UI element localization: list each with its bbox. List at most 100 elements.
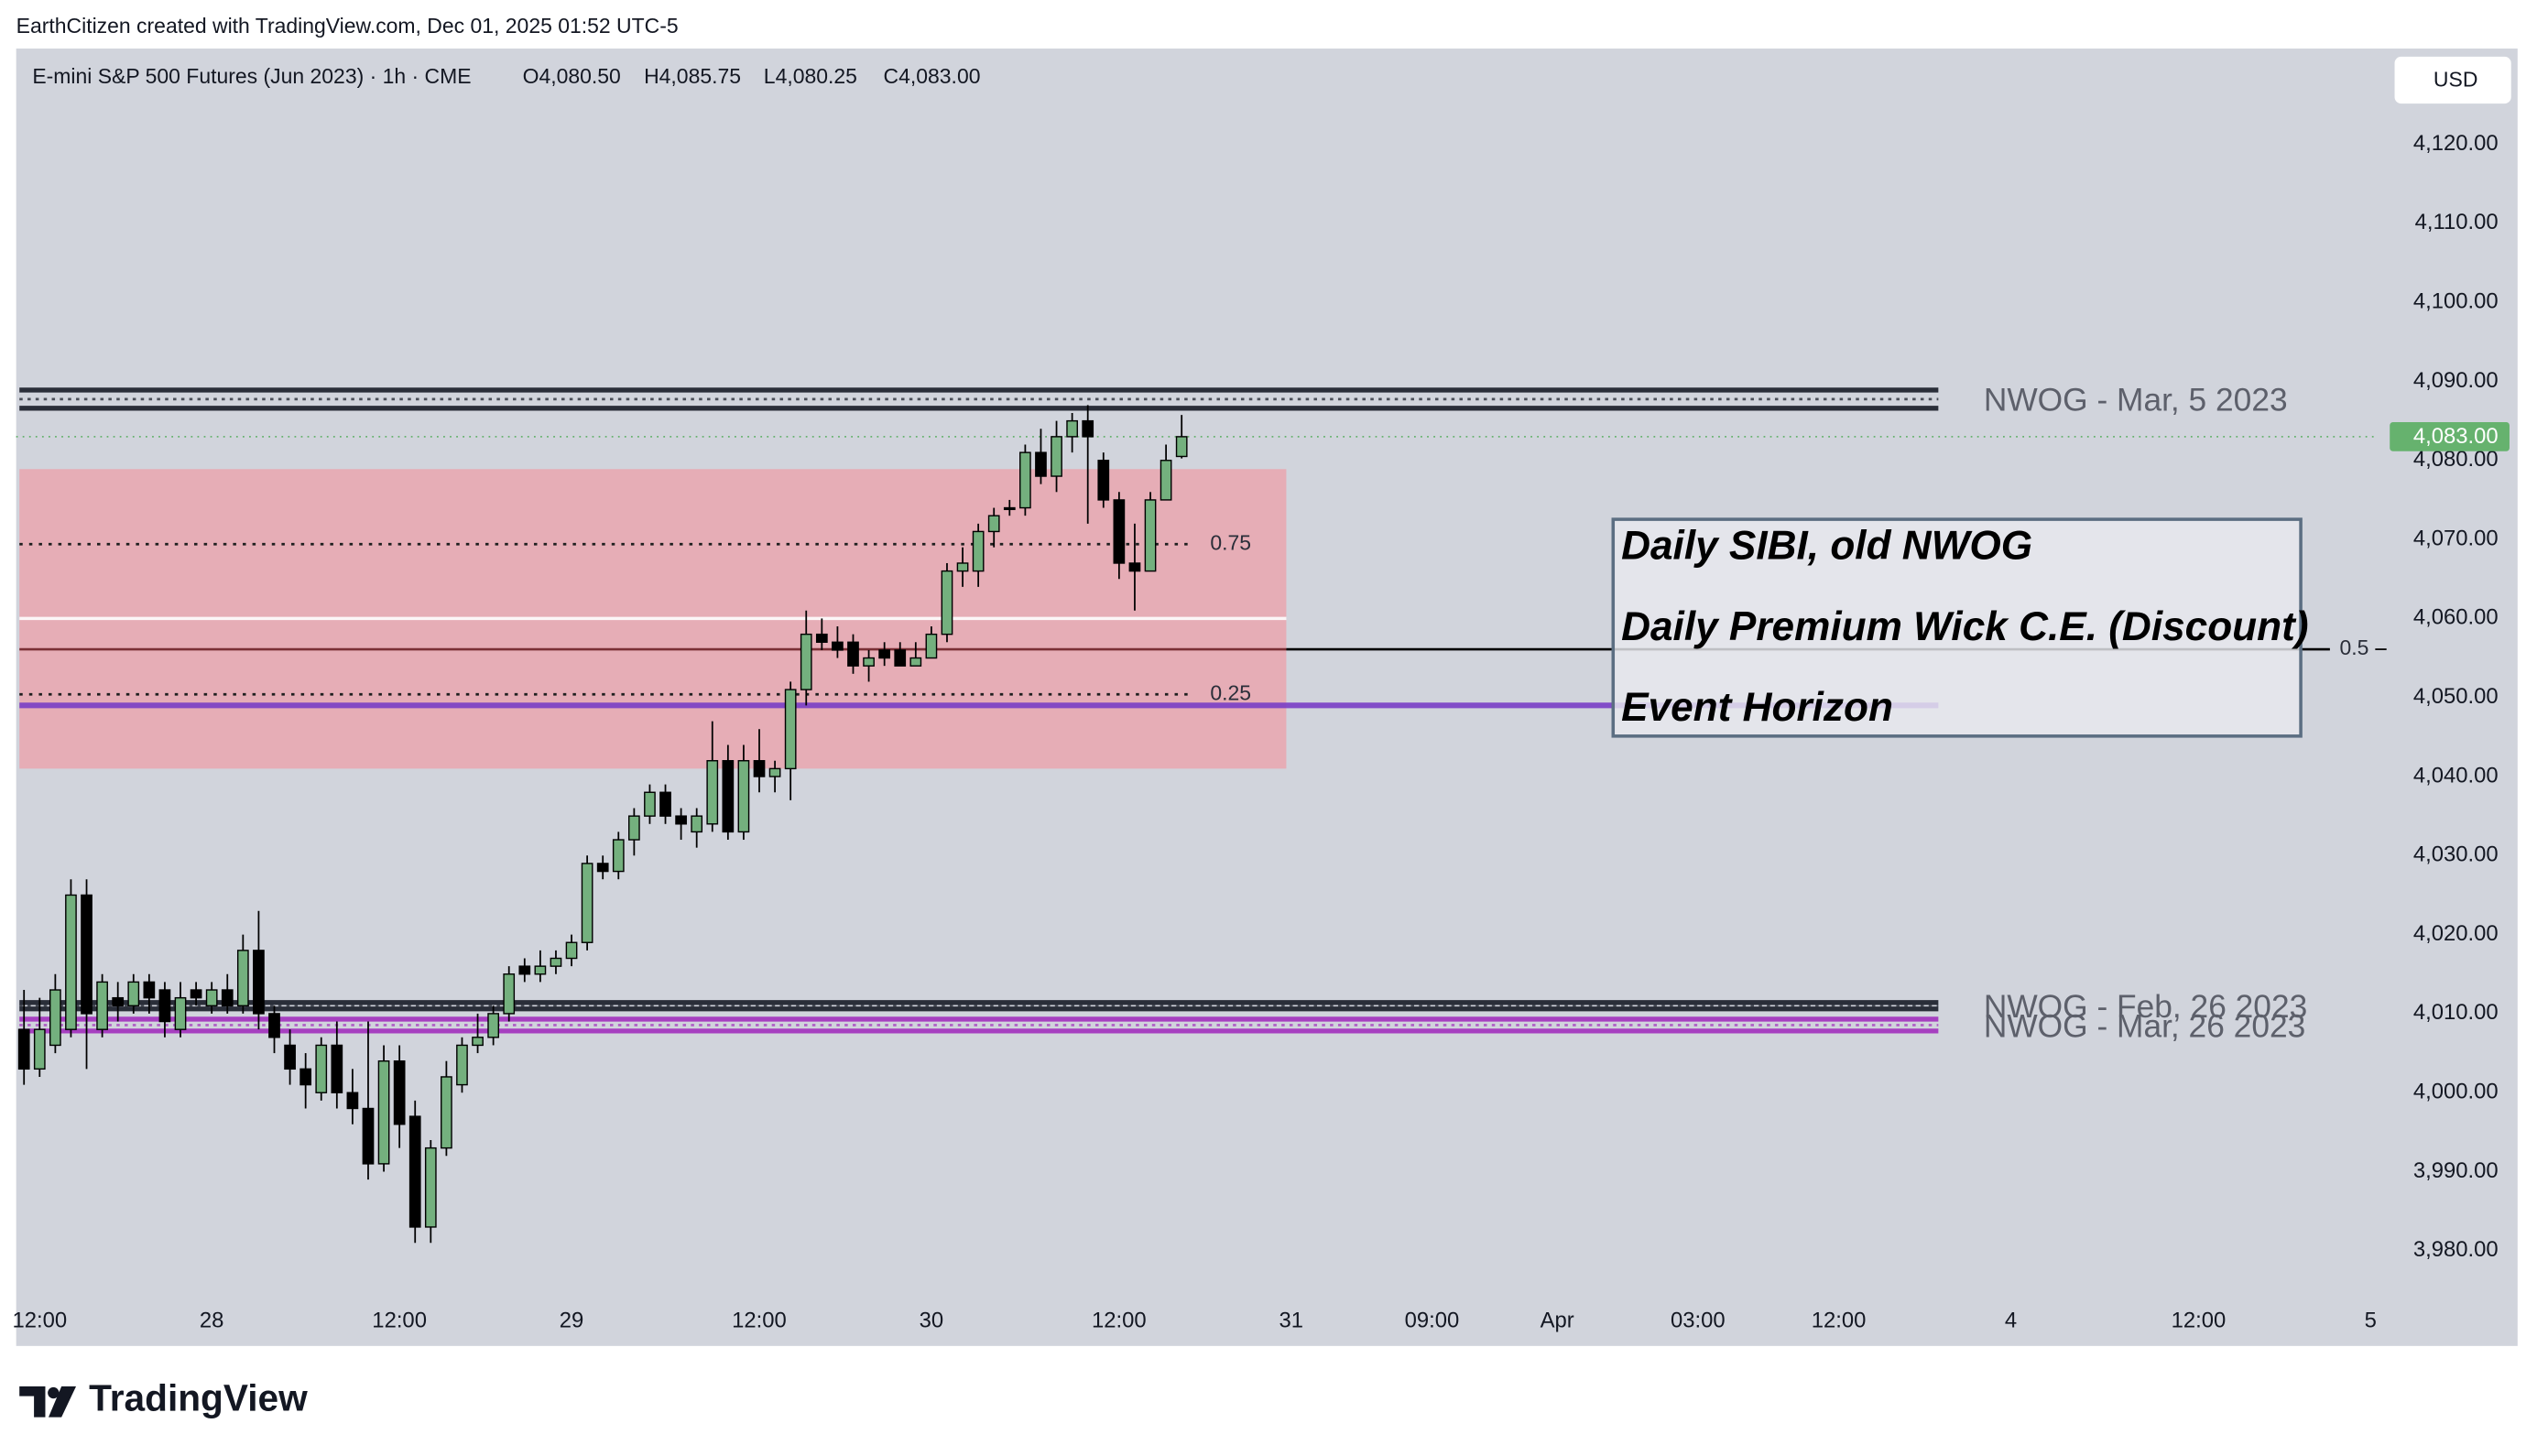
candle-body (1051, 436, 1062, 477)
candle-body (612, 839, 625, 873)
candle-body (753, 760, 766, 777)
candle-body (1113, 499, 1126, 564)
candle-body (956, 562, 969, 572)
y-tick-label: 4,100.00 (2413, 288, 2499, 313)
candle-body (127, 981, 140, 1006)
y-tick-label: 4,020.00 (2413, 921, 2499, 946)
candle-body (284, 1044, 296, 1070)
candle-body (878, 649, 891, 659)
y-tick-label: 4,060.00 (2413, 605, 2499, 630)
candle-body (65, 894, 77, 1030)
candle-body (143, 981, 156, 999)
y-tick-label: 4,110.00 (2415, 210, 2499, 234)
x-tick-label: 5 (2365, 1309, 2377, 1333)
x-tick-label: 31 (1279, 1309, 1303, 1333)
ohlc-open: O4,080.50 (523, 64, 621, 88)
candle-body (268, 1013, 280, 1038)
y-tick-label: 4,120.00 (2413, 131, 2499, 156)
candle-body (863, 657, 875, 667)
candle-body (1175, 436, 1188, 458)
last-price-box (2390, 421, 2510, 451)
x-tick-label: 29 (560, 1309, 584, 1333)
candle-body (1066, 419, 1078, 438)
candle-body (1128, 562, 1141, 572)
zone-label: NWOG - Feb, 26 2023 (1984, 989, 2307, 1025)
candle-body (221, 989, 234, 1006)
candle-body (112, 996, 125, 1006)
candle-body (972, 530, 985, 572)
candle-body (565, 941, 578, 960)
candle-body (377, 1059, 390, 1165)
note-text: Event Horizon (1621, 685, 1893, 730)
zone-label: NWOG - Mar, 26 2023 (1984, 1008, 2305, 1044)
candle-body (472, 1037, 484, 1047)
candle-body (987, 515, 1000, 533)
y-tick-label: 4,070.00 (2413, 526, 2499, 550)
note-box (1611, 517, 2303, 738)
y-tick-label: 4,000.00 (2413, 1080, 2499, 1104)
candle-body (441, 1076, 452, 1149)
candle-body (644, 791, 656, 817)
candle-body (550, 957, 562, 967)
candle-body (487, 1013, 499, 1038)
y-tick-label: 4,090.00 (2413, 368, 2499, 393)
candle-body (691, 815, 703, 833)
candle-body (1082, 419, 1094, 438)
candle-body (722, 760, 735, 833)
candle-body (81, 894, 93, 1015)
note-text: Daily SIBI, old NWOG (1621, 524, 2032, 569)
candle-body (96, 981, 108, 1030)
candle-body (784, 689, 797, 770)
candle-body (627, 815, 640, 841)
candle-body (33, 1028, 46, 1070)
candle-body (253, 950, 265, 1015)
x-tick-label: 4 (2005, 1309, 2017, 1333)
brand: TradingView (89, 1377, 308, 1419)
y-tick-label: 4,010.00 (2413, 1000, 2499, 1025)
y-tick-label: 4,030.00 (2413, 842, 2499, 867)
x-tick-label: 12:00 (1092, 1309, 1147, 1333)
candle-body (1144, 499, 1157, 572)
candle-body (174, 996, 187, 1030)
x-tick-label: 12:00 (372, 1309, 427, 1333)
candle-body (768, 767, 781, 777)
currency[interactable]: USD (2434, 67, 2477, 91)
candle-body (941, 570, 953, 636)
candle-body (596, 863, 609, 873)
y-tick-label: 3,990.00 (2413, 1158, 2499, 1183)
candle-body (1160, 460, 1172, 501)
candle-body (800, 633, 812, 690)
candle-body (299, 1068, 312, 1086)
candle-body (456, 1044, 468, 1086)
currency-box[interactable] (2394, 56, 2511, 104)
level-label: 0.75 (1210, 530, 1251, 554)
candle-body (1003, 506, 1016, 511)
candle-body (534, 965, 547, 975)
candle-body (675, 815, 687, 825)
candle-body (581, 863, 593, 943)
candle-body (190, 989, 202, 999)
ohlc-high: H4,085.75 (644, 64, 741, 88)
candle-body (346, 1092, 359, 1110)
y-tick-label: 4,050.00 (2413, 684, 2499, 709)
last-price-label: 4,083.00 (2413, 424, 2499, 449)
zone-label: NWOG - Mar, 5 2023 (1984, 383, 2288, 418)
candle-body (1019, 451, 1031, 509)
candle-body (315, 1044, 328, 1093)
x-tick-label: 12:00 (12, 1309, 67, 1333)
x-tick-label: 12:00 (732, 1309, 787, 1333)
brand-logo (19, 1385, 77, 1418)
candle-body (205, 989, 218, 1006)
candle-body (909, 657, 922, 667)
candle-body (925, 633, 938, 659)
candle-body (424, 1146, 437, 1228)
candle-body (832, 641, 844, 651)
candle-body (362, 1107, 375, 1165)
level-label: 0.5 (2339, 636, 2368, 659)
x-tick-label: 30 (920, 1309, 944, 1333)
candle-body (49, 989, 61, 1047)
candle-body (894, 649, 907, 667)
candle-body (236, 950, 249, 1006)
